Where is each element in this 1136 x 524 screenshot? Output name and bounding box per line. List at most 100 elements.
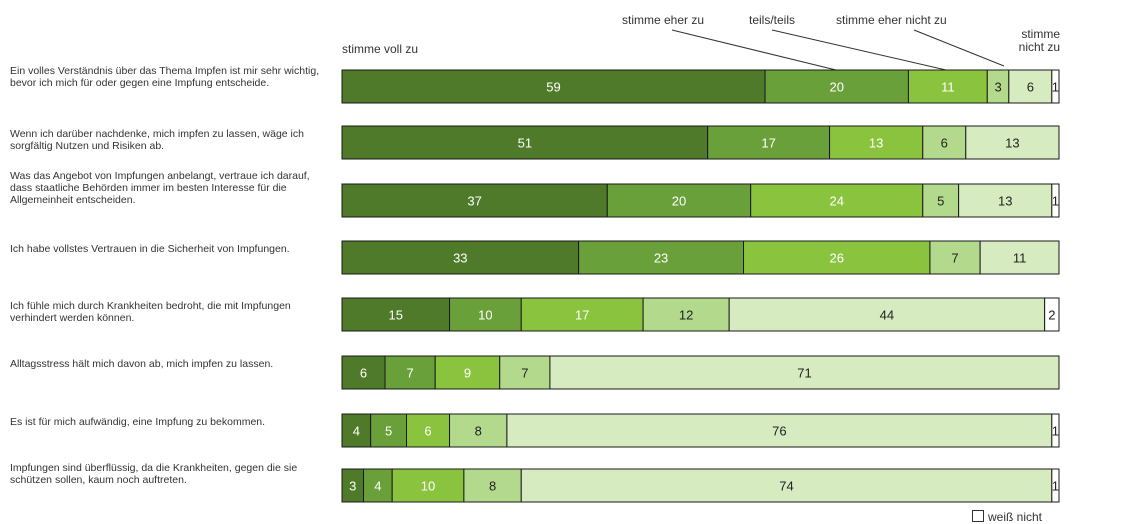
data-label-stimme-eher-zu-row3: 20 — [672, 194, 686, 209]
bar-segment-stimme-eher-zu-row4 — [578, 240, 745, 275]
bar-segment-teils-teils-row8 — [391, 468, 465, 503]
legend-stimme-eher-zu: stimme eher zu — [622, 13, 705, 27]
legend-stimme-eher-nicht-zu: stimme eher nicht zu — [836, 13, 947, 27]
bar-segment-stimme-voll-zu-row4 — [341, 240, 580, 275]
data-label-stimme-nicht-zu-row1: 6 — [1027, 80, 1034, 95]
data-label-stimme-nicht-zu-row7: 76 — [772, 424, 786, 439]
data-label-stimme-eher-zu-row6: 7 — [407, 366, 414, 381]
data-label-teils-teils-row5: 17 — [575, 308, 589, 323]
data-label-stimme-voll-zu-row4: 33 — [453, 251, 467, 266]
bar-segment-wei-nicht-row5 — [1044, 297, 1060, 332]
data-label-stimme-eher-nicht-zu-row8: 8 — [489, 479, 496, 494]
bar-segment-stimme-voll-zu-row2 — [341, 125, 709, 160]
bar-segment-stimme-nicht-zu-row3 — [958, 183, 1053, 218]
bar-segment-stimme-nicht-zu-row7 — [506, 413, 1053, 448]
data-label-stimme-nicht-zu-row4: 11 — [1013, 251, 1027, 266]
data-label-wei-nicht-row3: 1 — [1052, 194, 1059, 209]
bar-segment-stimme-nicht-zu-row4 — [979, 240, 1060, 275]
bar-segment-wei-nicht-row3 — [1051, 183, 1060, 218]
leader-line-stimme-eher-nicht-zu — [913, 29, 1005, 67]
legend-teils-teils: teils/teils — [749, 13, 796, 27]
data-label-stimme-eher-nicht-zu-row4: 7 — [951, 251, 958, 266]
statement-label-6: Alltagsstress hält mich davon ab, mich i… — [10, 358, 274, 370]
data-label-wei-nicht-row5: 2 — [1048, 308, 1055, 323]
data-label-wei-nicht-row7: 1 — [1052, 424, 1059, 439]
bar-segment-stimme-voll-zu-row1 — [341, 69, 766, 104]
data-label-stimme-nicht-zu-row5: 44 — [880, 308, 894, 323]
bar-segment-stimme-voll-zu-row5 — [341, 297, 451, 332]
data-label-wei-nicht-row1: 1 — [1052, 80, 1059, 95]
bar-segment-stimme-nicht-zu-row2 — [965, 125, 1060, 160]
bar-segment-stimme-nicht-zu-row5 — [728, 297, 1046, 332]
data-label-stimme-eher-zu-row8: 4 — [374, 479, 381, 494]
bar-segment-wei-nicht-row1 — [1051, 69, 1060, 104]
bar-segment-stimme-voll-zu-row3 — [341, 183, 608, 218]
data-label-stimme-nicht-zu-row6: 71 — [797, 366, 811, 381]
data-label-stimme-nicht-zu-row8: 74 — [779, 479, 793, 494]
bar-segment-teils-teils-row6 — [434, 355, 501, 390]
data-label-stimme-voll-zu-row5: 15 — [389, 308, 403, 323]
data-label-stimme-eher-nicht-zu-row1: 3 — [994, 80, 1001, 95]
data-label-stimme-voll-zu-row1: 59 — [546, 80, 560, 95]
data-label-stimme-eher-nicht-zu-row5: 12 — [679, 308, 693, 323]
data-label-stimme-eher-zu-row1: 20 — [829, 80, 843, 95]
data-label-stimme-voll-zu-row7: 4 — [353, 424, 360, 439]
bar-segment-wei-nicht-row7 — [1051, 413, 1060, 448]
bar-segment-stimme-eher-nicht-zu-row2 — [922, 125, 967, 160]
bar-segment-stimme-eher-nicht-zu-row4 — [929, 240, 981, 275]
bar-segment-stimme-eher-zu-row5 — [449, 297, 522, 332]
data-label-teils-teils-row6: 9 — [464, 366, 471, 381]
data-label-stimme-voll-zu-row2: 51 — [518, 136, 532, 151]
bar-segment-stimme-nicht-zu-row6 — [549, 355, 1060, 390]
data-label-teils-teils-row1: 11 — [941, 80, 955, 95]
bar-segment-stimme-nicht-zu-row8 — [520, 468, 1053, 503]
legend-stimme-nicht-zu: stimme nicht zu — [1018, 27, 1060, 54]
data-label-stimme-eher-zu-row2: 17 — [761, 136, 775, 151]
statement-label-2: Wenn ich darüber nachdenke, mich impfen … — [10, 128, 304, 152]
legend-weiss-nicht: weiß nicht — [972, 510, 1042, 524]
legend-weiss-nicht-label: weiß nicht — [988, 510, 1043, 524]
legend-stimme-voll-zu: stimme voll zu — [342, 42, 419, 56]
data-label-stimme-nicht-zu-row2: 13 — [1005, 136, 1019, 151]
data-label-stimme-voll-zu-row8: 3 — [349, 479, 356, 494]
data-label-teils-teils-row3: 24 — [829, 194, 843, 209]
legend-weiss-nicht-swatch — [972, 510, 984, 522]
bar-segment-stimme-eher-zu-row7 — [370, 413, 408, 448]
data-label-stimme-eher-nicht-zu-row3: 5 — [937, 194, 944, 209]
data-label-stimme-eher-nicht-zu-row7: 8 — [475, 424, 482, 439]
data-label-teils-teils-row4: 26 — [829, 251, 843, 266]
bar-segment-teils-teils-row1 — [907, 69, 988, 104]
leader-line-teils-teils — [771, 29, 947, 71]
bar-segment-wei-nicht-row8 — [1051, 468, 1060, 503]
bar-segment-stimme-eher-nicht-zu-row8 — [463, 468, 522, 503]
data-label-wei-nicht-row8: 1 — [1052, 479, 1059, 494]
statement-label-4: Ich habe vollstes Vertrauen in die Siche… — [10, 243, 290, 255]
data-label-teils-teils-row7: 6 — [424, 424, 431, 439]
statement-label-5: Ich fühle mich durch Krankheiten bedroht… — [10, 300, 291, 324]
bar-segment-teils-teils-row2 — [829, 125, 924, 160]
data-label-stimme-voll-zu-row6: 6 — [360, 366, 367, 381]
bar-segment-teils-teils-row7 — [406, 413, 451, 448]
bar-segment-stimme-eher-zu-row2 — [707, 125, 831, 160]
statement-label-3: Was das Angebot von Impfungen anbelangt,… — [10, 170, 310, 206]
bar-segment-stimme-voll-zu-row6 — [341, 355, 386, 390]
data-label-stimme-eher-nicht-zu-row2: 6 — [941, 136, 948, 151]
statement-label-7: Es ist für mich aufwändig, eine Impfung … — [10, 416, 266, 428]
bar-segment-stimme-eher-nicht-zu-row6 — [499, 355, 551, 390]
data-label-stimme-eher-zu-row4: 23 — [654, 251, 668, 266]
statement-label-1: Ein volles Verständnis über das Thema Im… — [10, 65, 320, 89]
bar-segment-teils-teils-row4 — [743, 240, 931, 275]
bar-segment-stimme-eher-zu-row6 — [384, 355, 436, 390]
data-label-teils-teils-row2: 13 — [869, 136, 883, 151]
statement-label-8: Impfungen sind überflüssig, da die Krank… — [10, 462, 298, 486]
data-label-stimme-voll-zu-row3: 37 — [467, 194, 481, 209]
data-label-teils-teils-row8: 10 — [421, 479, 435, 494]
data-label-stimme-nicht-zu-row3: 13 — [998, 194, 1012, 209]
data-label-stimme-eher-zu-row5: 10 — [478, 308, 492, 323]
bar-segment-stimme-eher-nicht-zu-row5 — [642, 297, 730, 332]
data-label-stimme-eher-nicht-zu-row6: 7 — [521, 366, 528, 381]
legend-leader-lines — [671, 29, 1005, 71]
bar-segment-teils-teils-row5 — [520, 297, 644, 332]
bar-segment-teils-teils-row3 — [750, 183, 924, 218]
